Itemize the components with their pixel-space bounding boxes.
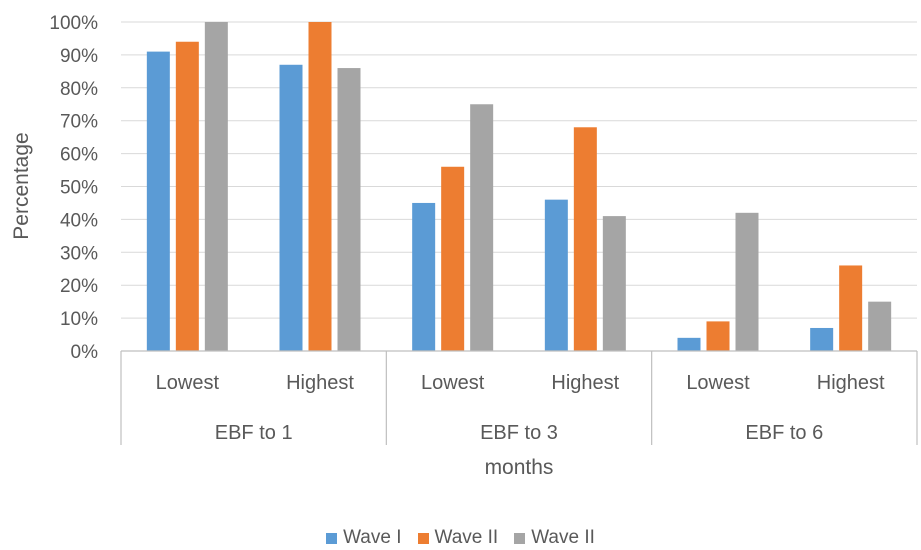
- bar-1-3: [412, 202, 436, 351]
- y-tick-label: 80%: [60, 79, 98, 100]
- y-tick-label: 20%: [60, 276, 98, 297]
- category-label: Highest: [286, 372, 354, 394]
- bar-1-5: [677, 337, 701, 351]
- bar-3-4: [602, 216, 626, 351]
- bar-3-5: [735, 212, 759, 351]
- bar-2-5: [706, 321, 730, 351]
- group-label: EBF to 1: [215, 422, 293, 444]
- x-axis: [120, 350, 918, 445]
- category-label: Highest: [817, 372, 885, 394]
- legend-label: Wave II: [531, 527, 595, 548]
- legend-item: Wave II: [514, 527, 595, 549]
- bar-3-2: [337, 68, 361, 351]
- bar-3-6: [868, 301, 892, 351]
- bars: [146, 22, 892, 352]
- bar-3-1: [204, 22, 228, 351]
- bar-2-4: [573, 127, 597, 351]
- x-axis-categories: Lowest Highest Lowest Highest Lowest Highest E…: [156, 372, 885, 444]
- y-tick-label: 50%: [60, 178, 98, 199]
- y-tick-label: 40%: [60, 210, 98, 231]
- y-tick-label: 0%: [71, 342, 99, 363]
- legend-item: Wave II: [417, 527, 499, 549]
- bar-2-1: [175, 41, 199, 352]
- category-label: Lowest: [156, 372, 220, 394]
- category-label: Lowest: [686, 372, 750, 394]
- x-axis-title: months: [485, 456, 554, 479]
- y-tick-label: 90%: [60, 46, 98, 67]
- legend: Wave I Wave II Wave II: [0, 527, 921, 550]
- y-tick-label: 60%: [60, 145, 98, 166]
- legend-swatch: [514, 532, 526, 544]
- bar-1-1: [146, 51, 170, 352]
- y-tick-label: 70%: [60, 112, 98, 133]
- category-label: Lowest: [421, 372, 485, 394]
- y-axis-ticks: 0% 10% 20% 30% 40% 50% 60% 70% 80% 90% 100%: [49, 13, 98, 363]
- bar-2-3: [441, 166, 465, 351]
- group-label: EBF to 6: [745, 422, 823, 444]
- legend-label: Wave I: [343, 527, 402, 548]
- y-axis-title: Percentage: [10, 132, 33, 239]
- y-tick-label: 30%: [60, 243, 98, 264]
- legend-swatch: [417, 532, 429, 544]
- legend-label: Wave II: [434, 527, 499, 548]
- legend-swatch: [326, 532, 338, 544]
- bar-1-2: [279, 64, 303, 352]
- bar-2-6: [839, 265, 863, 351]
- bar-1-6: [810, 327, 834, 351]
- legend-item: Wave I: [326, 527, 402, 549]
- y-tick-label: 10%: [60, 309, 98, 330]
- group-label: EBF to 3: [480, 422, 558, 444]
- bar-2-2: [308, 22, 332, 351]
- grid-lines: [121, 21, 917, 319]
- bar-3-3: [470, 104, 494, 351]
- y-tick-label: 100%: [49, 13, 98, 34]
- bar-1-4: [544, 199, 568, 351]
- category-label: Highest: [551, 372, 619, 394]
